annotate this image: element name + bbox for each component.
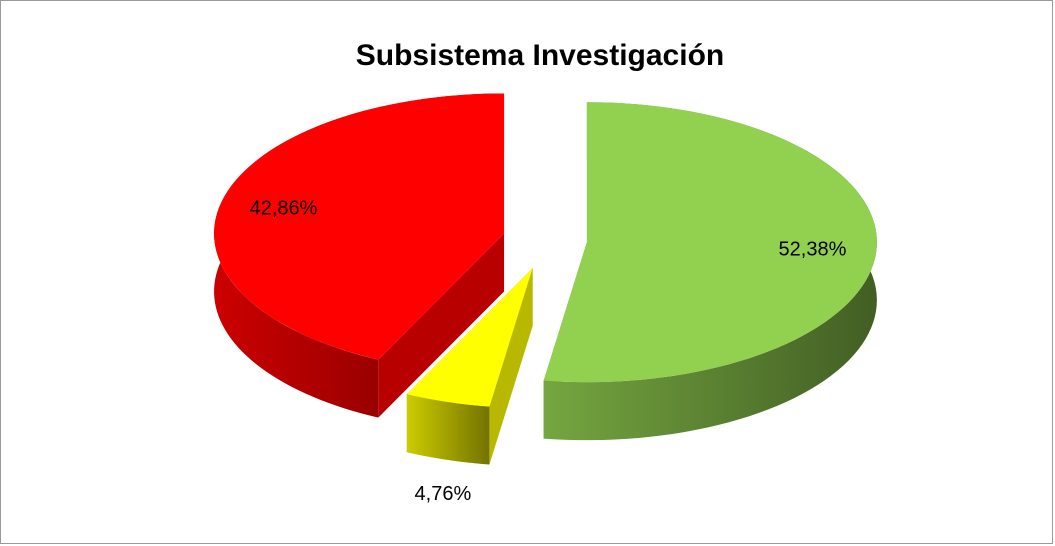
pie-slice: [406, 268, 533, 465]
pie-slice: [214, 93, 505, 418]
slice-top: [214, 93, 505, 360]
slice-cut-wall: [378, 233, 505, 418]
data-label: 4,76%: [415, 483, 472, 505]
slice-side: [406, 394, 490, 465]
slice-top: [543, 102, 877, 383]
data-label: 42,86%: [250, 197, 318, 219]
pie-slice: [543, 102, 877, 441]
slice-top: [406, 268, 533, 407]
data-label: 52,38%: [779, 239, 847, 261]
chart-title: Subsistema Investigación: [356, 39, 724, 72]
